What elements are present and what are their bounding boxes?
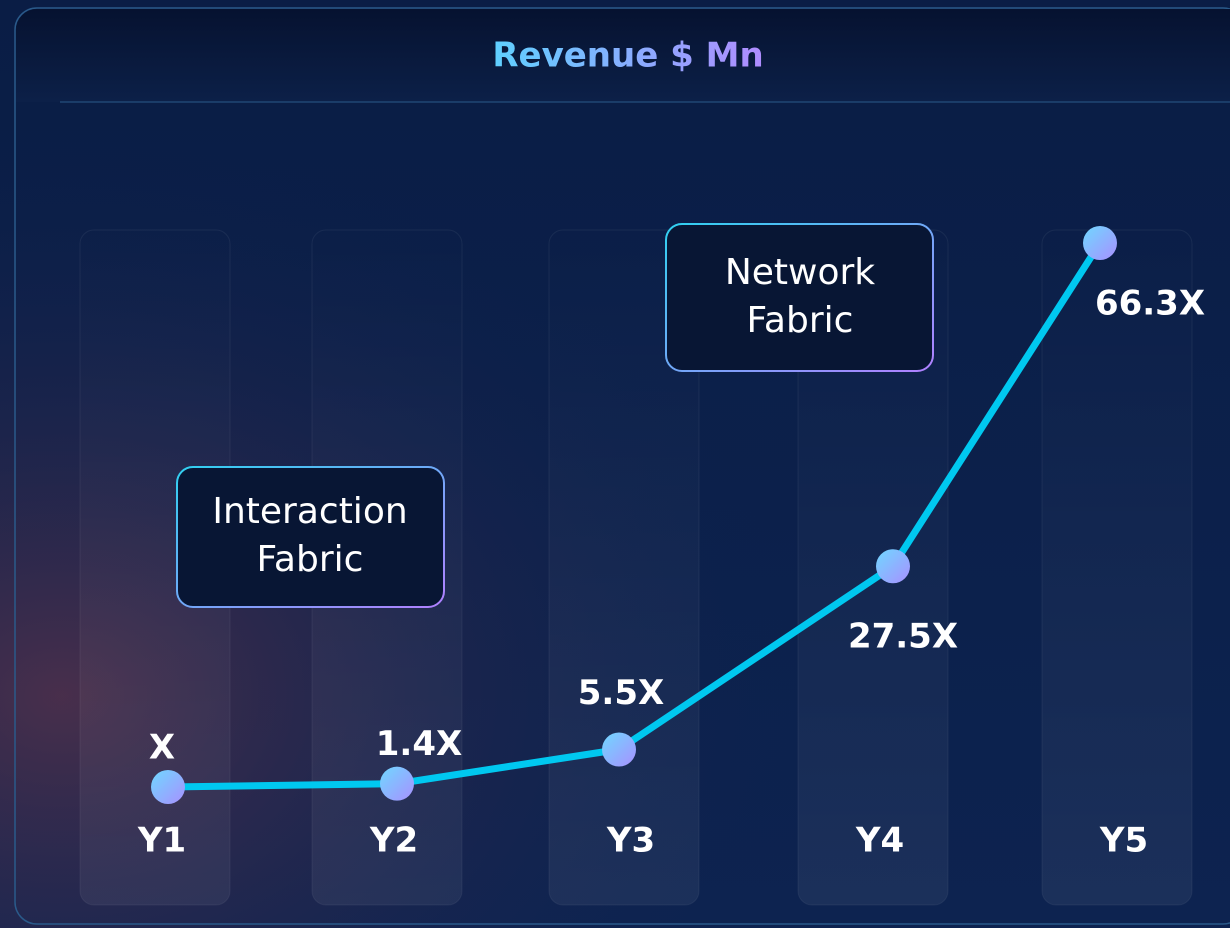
data-label: X — [149, 728, 175, 768]
data-point — [876, 549, 910, 584]
data-label: 66.3X — [1095, 284, 1205, 324]
data-label: 27.5X — [848, 617, 958, 657]
x-tick-label: Y3 — [606, 821, 655, 861]
x-tick-label: Y4 — [855, 821, 904, 861]
title-bar — [16, 9, 1230, 102]
annotation: Interaction Fabric — [212, 491, 407, 580]
chart-title: Revenue $ Mn — [492, 36, 763, 76]
x-tick-label: Y1 — [137, 821, 186, 861]
column-background — [1041, 229, 1193, 906]
x-tick-label: Y2 — [369, 821, 418, 861]
x-tick-label: Y5 — [1099, 821, 1148, 861]
annotation: Network Fabric — [725, 252, 875, 341]
data-label: 1.4X — [376, 724, 462, 764]
data-point — [380, 766, 414, 801]
data-point — [151, 770, 185, 804]
panel — [14, 7, 1230, 925]
data-point — [602, 732, 636, 767]
annotation-box — [665, 223, 934, 372]
data-point — [1083, 226, 1117, 260]
column-background — [548, 229, 700, 906]
data-label: 5.5X — [578, 673, 664, 713]
annotation-box — [176, 466, 445, 608]
